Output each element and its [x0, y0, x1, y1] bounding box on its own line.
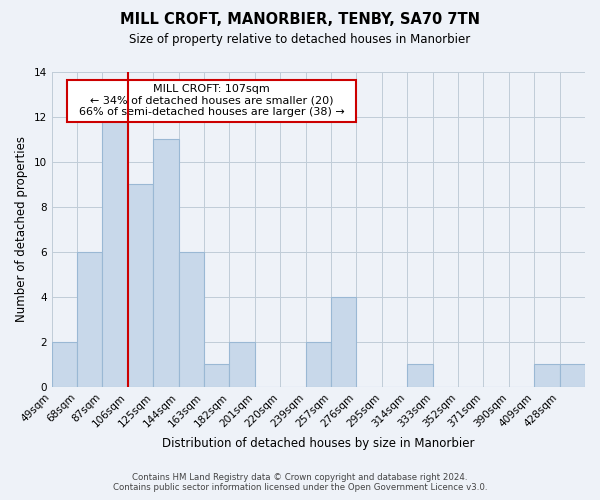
Bar — [204, 364, 229, 387]
Bar — [407, 364, 433, 387]
Bar — [229, 342, 255, 387]
Bar — [103, 116, 128, 387]
Bar — [305, 342, 331, 387]
Text: Size of property relative to detached houses in Manorbier: Size of property relative to detached ho… — [130, 32, 470, 46]
Bar — [77, 252, 103, 387]
Bar — [153, 139, 179, 387]
Bar — [179, 252, 204, 387]
Bar — [534, 364, 560, 387]
Text: Contains HM Land Registry data © Crown copyright and database right 2024.
Contai: Contains HM Land Registry data © Crown c… — [113, 473, 487, 492]
X-axis label: Distribution of detached houses by size in Manorbier: Distribution of detached houses by size … — [162, 437, 475, 450]
Bar — [560, 364, 585, 387]
Bar — [331, 297, 356, 387]
Text: MILL CROFT: 107sqm  
  ← 34% of detached houses are smaller (20)  
  66% of semi: MILL CROFT: 107sqm ← 34% of detached hou… — [72, 84, 352, 117]
Bar — [128, 184, 153, 387]
Bar — [52, 342, 77, 387]
Text: MILL CROFT, MANORBIER, TENBY, SA70 7TN: MILL CROFT, MANORBIER, TENBY, SA70 7TN — [120, 12, 480, 28]
Y-axis label: Number of detached properties: Number of detached properties — [15, 136, 28, 322]
